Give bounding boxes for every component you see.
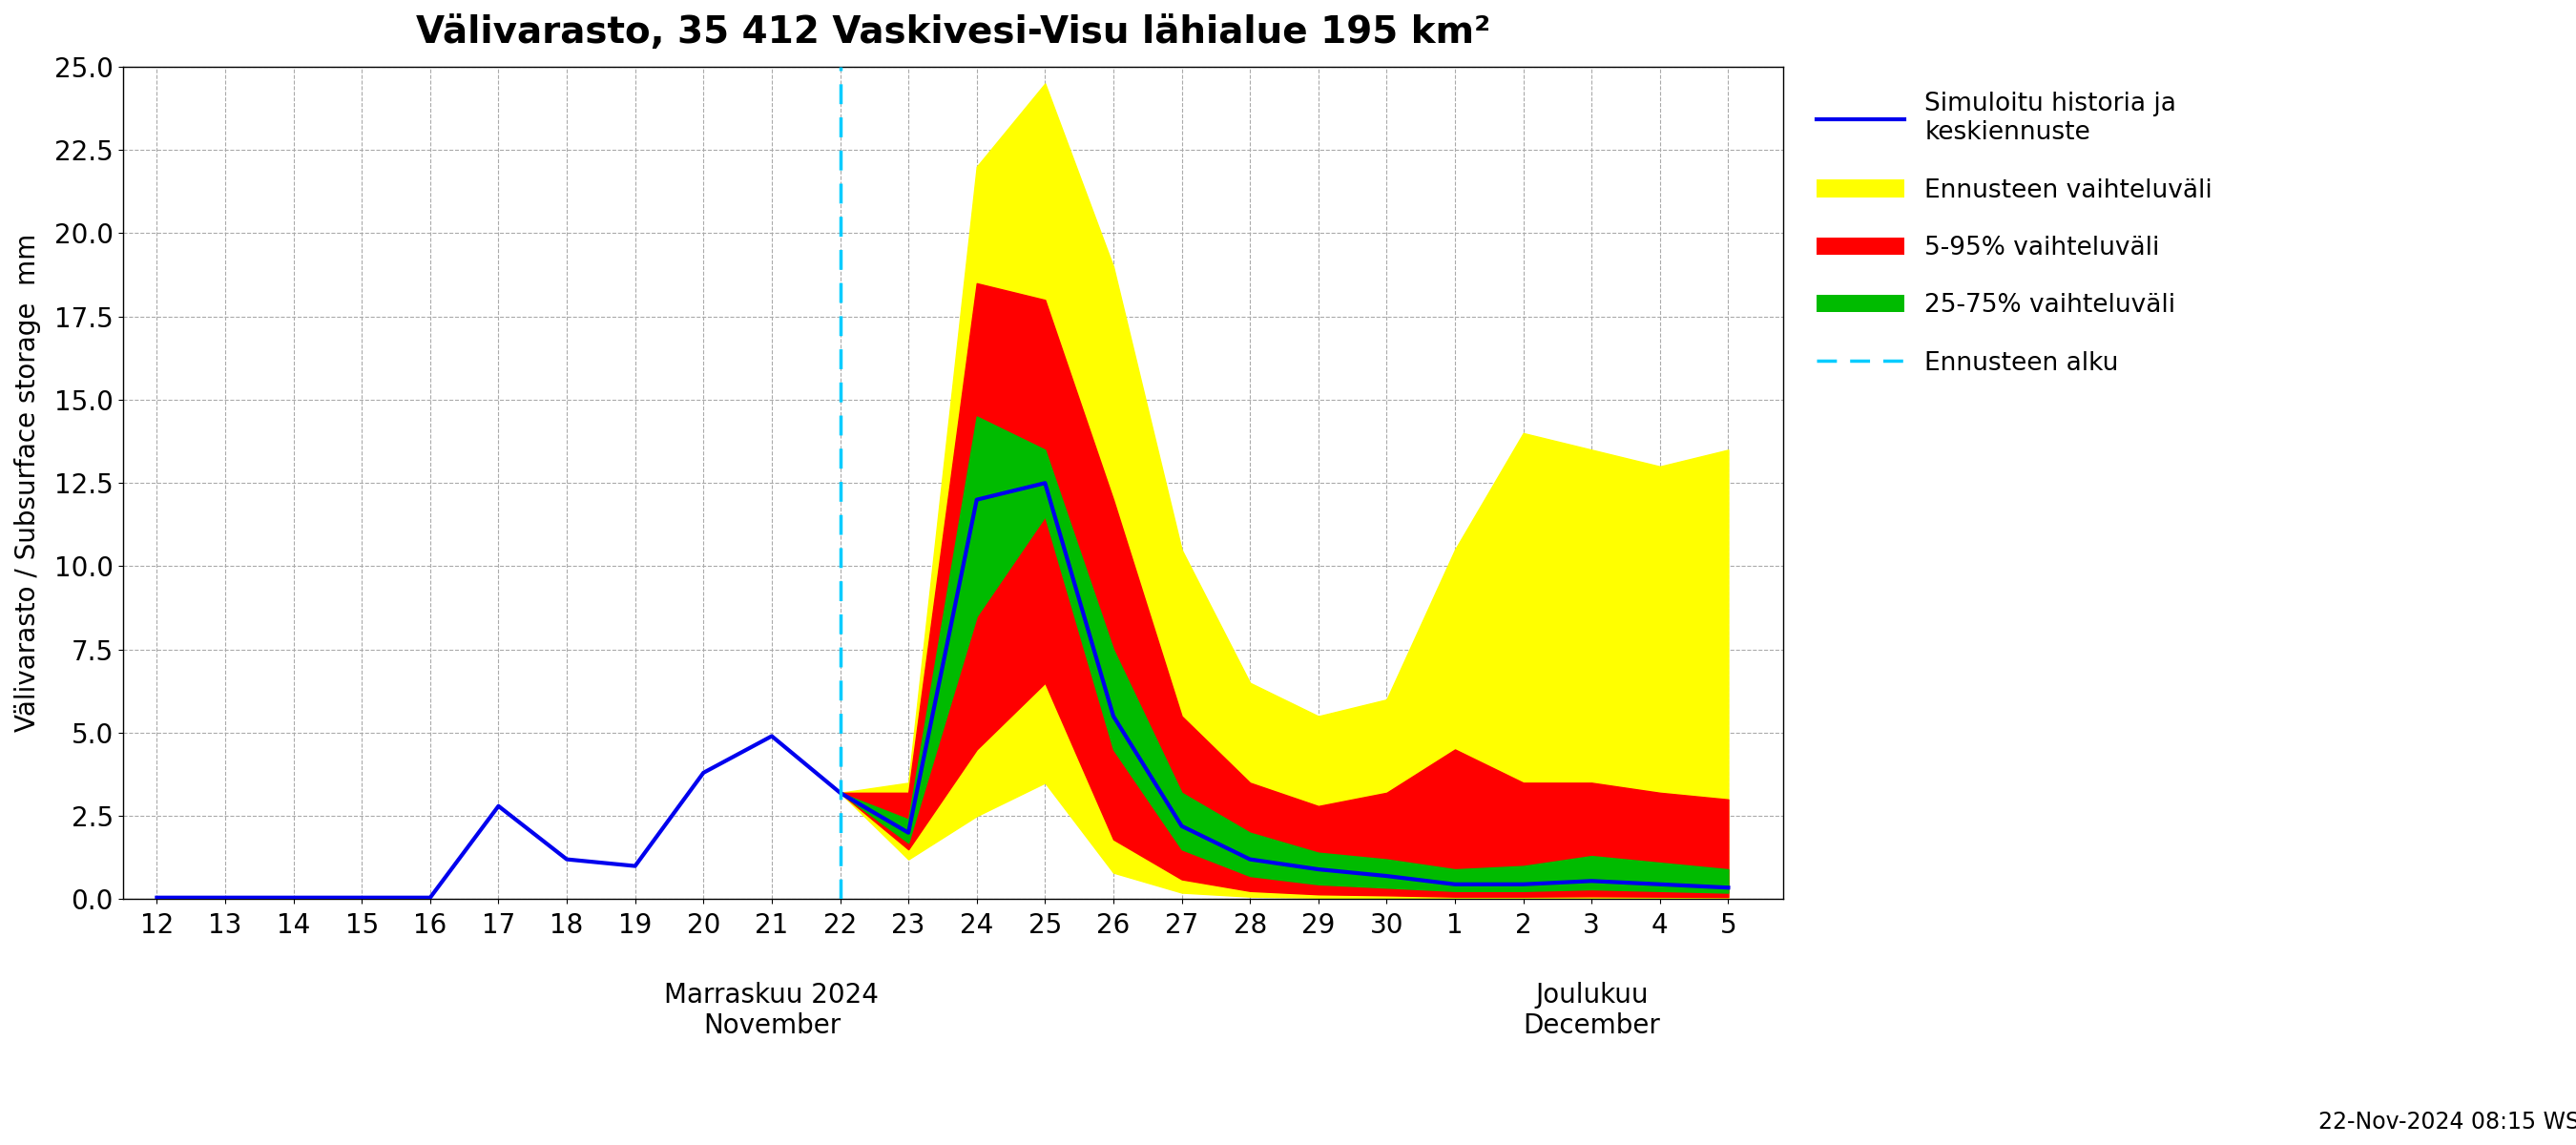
Legend: Simuloitu historia ja
keskiennuste, Ennusteen vaihteluväli, 5-95% vaihteluväli, : Simuloitu historia ja keskiennuste, Ennu…	[1803, 79, 2226, 388]
Text: Marraskuu 2024
November: Marraskuu 2024 November	[665, 981, 878, 1040]
Text: Joulukuu
December: Joulukuu December	[1522, 981, 1662, 1040]
Title: Välivarasto, 35 412 Vaskivesi-Visu lähialue 195 km²: Välivarasto, 35 412 Vaskivesi-Visu lähia…	[415, 14, 1489, 50]
Text: 22-Nov-2024 08:15 WSFS-O: 22-Nov-2024 08:15 WSFS-O	[2318, 1111, 2576, 1134]
Y-axis label: Välivarasto / Subsurface storage  mm: Välivarasto / Subsurface storage mm	[15, 234, 41, 733]
